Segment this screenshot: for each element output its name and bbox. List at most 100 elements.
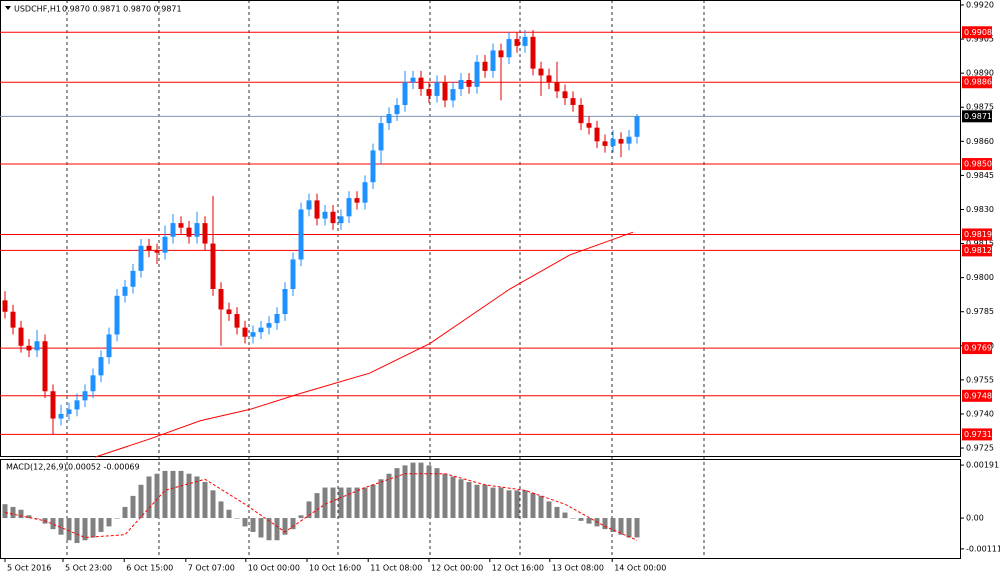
candle-body bbox=[442, 82, 448, 101]
y-tick-label: -0.00111 bbox=[966, 544, 1000, 553]
candle-body bbox=[338, 216, 344, 224]
signal-line bbox=[4, 473, 638, 541]
level-label: 0.9731 bbox=[964, 430, 992, 439]
candle-body bbox=[106, 334, 112, 358]
macd-bar bbox=[370, 484, 376, 519]
candle-body bbox=[634, 116, 640, 137]
macd-bar bbox=[626, 518, 632, 538]
macd-frame bbox=[0, 459, 961, 559]
last-price-tag bbox=[962, 110, 992, 123]
candle-body bbox=[250, 332, 256, 337]
candle-body bbox=[242, 327, 248, 337]
candle-body bbox=[74, 400, 80, 410]
macd-bar bbox=[154, 473, 160, 519]
macd-bar bbox=[466, 482, 472, 519]
macd-bar bbox=[450, 476, 456, 519]
candle-body bbox=[26, 345, 32, 351]
candle-body bbox=[18, 327, 24, 346]
macd-bar bbox=[306, 501, 312, 519]
candle-body bbox=[50, 391, 56, 419]
macd-bar bbox=[178, 470, 184, 519]
candle-body bbox=[610, 139, 616, 146]
x-tick-label: 5 Oct 23:00 bbox=[65, 564, 112, 573]
y-tick-label: 0.9755 bbox=[966, 375, 994, 384]
macd-bar bbox=[410, 462, 416, 519]
macd-bar bbox=[90, 518, 96, 538]
macd-bar bbox=[162, 470, 168, 519]
y-tick-label: 0.9740 bbox=[966, 409, 994, 418]
x-tick-label: 12 Oct 16:00 bbox=[492, 564, 544, 573]
level-label: 0.9908 bbox=[964, 28, 992, 37]
macd-bar bbox=[578, 518, 584, 521]
macd-bar bbox=[2, 504, 8, 519]
macd-bar bbox=[194, 476, 200, 519]
x-tick-label: 12 Oct 00:00 bbox=[431, 564, 483, 573]
candle-body bbox=[98, 357, 104, 376]
candle-body bbox=[330, 211, 336, 224]
candle-body bbox=[354, 198, 360, 203]
macd-bar bbox=[114, 518, 120, 519]
candle-body bbox=[202, 223, 208, 244]
macd-bar bbox=[378, 479, 384, 519]
macd-bar bbox=[610, 518, 616, 532]
candle-body bbox=[378, 123, 384, 151]
y-tick-label: 0.9860 bbox=[966, 137, 994, 146]
macd-bar bbox=[50, 518, 56, 530]
candle-body bbox=[426, 89, 432, 96]
macd-bar bbox=[250, 518, 256, 532]
macd-bar bbox=[346, 487, 352, 519]
candle-body bbox=[122, 286, 128, 296]
macd-bar bbox=[434, 468, 440, 519]
candle-body bbox=[546, 75, 552, 83]
candle-body bbox=[146, 245, 152, 251]
macd-bar bbox=[618, 518, 624, 535]
macd-bar bbox=[130, 495, 136, 519]
macd-bar bbox=[498, 487, 504, 519]
candle-body bbox=[602, 141, 608, 146]
macd-bar bbox=[394, 468, 400, 519]
candle-body bbox=[394, 104, 400, 115]
macd-bar bbox=[218, 501, 224, 519]
x-tick-label: 10 Oct 16:00 bbox=[309, 564, 361, 573]
main-frame bbox=[0, 0, 961, 457]
macd-bar bbox=[506, 490, 512, 519]
macd-bar bbox=[570, 518, 576, 519]
macd-bar bbox=[402, 465, 408, 519]
macd-bar bbox=[602, 518, 608, 530]
candle-body bbox=[186, 227, 192, 237]
candle-body bbox=[578, 104, 584, 124]
macd-bar bbox=[226, 509, 232, 519]
candle-body bbox=[282, 289, 288, 314]
macd-bar bbox=[354, 487, 360, 519]
candle-body bbox=[90, 375, 96, 392]
candle-body bbox=[474, 61, 480, 87]
candle-body bbox=[370, 150, 376, 183]
level-tag bbox=[962, 428, 992, 441]
macd-bar bbox=[282, 518, 288, 535]
candle-body bbox=[266, 323, 272, 328]
level-label: 0.9886 bbox=[964, 78, 992, 87]
macd-bar bbox=[554, 506, 560, 519]
y-tick-label: 0.00 bbox=[966, 514, 984, 523]
candle-body bbox=[466, 79, 472, 87]
candle-body bbox=[434, 82, 440, 96]
candle-body bbox=[58, 413, 64, 419]
candle-body bbox=[514, 39, 520, 46]
candle-body bbox=[290, 259, 296, 290]
candle-body bbox=[618, 139, 624, 144]
menu-arrow[interactable] bbox=[5, 6, 11, 10]
candle-body bbox=[218, 289, 224, 310]
candle-body bbox=[530, 36, 536, 69]
candle-body bbox=[418, 77, 424, 90]
macd-bar bbox=[362, 487, 368, 519]
macd-bar bbox=[322, 487, 328, 519]
candle-body bbox=[490, 50, 496, 71]
candle-body bbox=[562, 91, 568, 99]
y-tick-label: 0.9920 bbox=[966, 0, 994, 9]
x-tick-label: 5 Oct 2016 bbox=[7, 564, 51, 573]
candle-body bbox=[2, 300, 8, 312]
level-tag bbox=[962, 342, 992, 355]
macd-bar bbox=[290, 518, 296, 530]
level-tag bbox=[962, 228, 992, 241]
candle-body bbox=[594, 127, 600, 142]
